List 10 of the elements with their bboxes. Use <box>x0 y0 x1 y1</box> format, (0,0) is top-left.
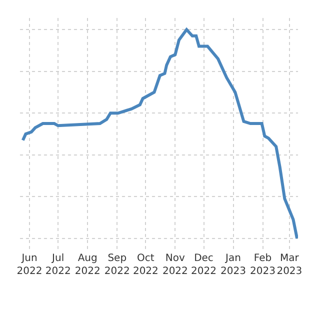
x-tick-label: Nov 2022 <box>162 253 188 277</box>
x-tick-label: Jul 2022 <box>45 253 71 277</box>
x-tick-label: Aug 2022 <box>74 253 100 277</box>
x-tick-label: Sep 2022 <box>104 253 130 277</box>
x-tick-label: Jun 2022 <box>16 253 42 277</box>
x-tick-label: Mar 2023 <box>276 253 302 277</box>
x-tick-label: Oct 2022 <box>132 253 158 277</box>
x-tick-label: Dec 2022 <box>191 253 216 277</box>
x-tick-label: Jan 2023 <box>220 253 246 277</box>
x-tick-label: Feb 2023 <box>250 253 276 277</box>
